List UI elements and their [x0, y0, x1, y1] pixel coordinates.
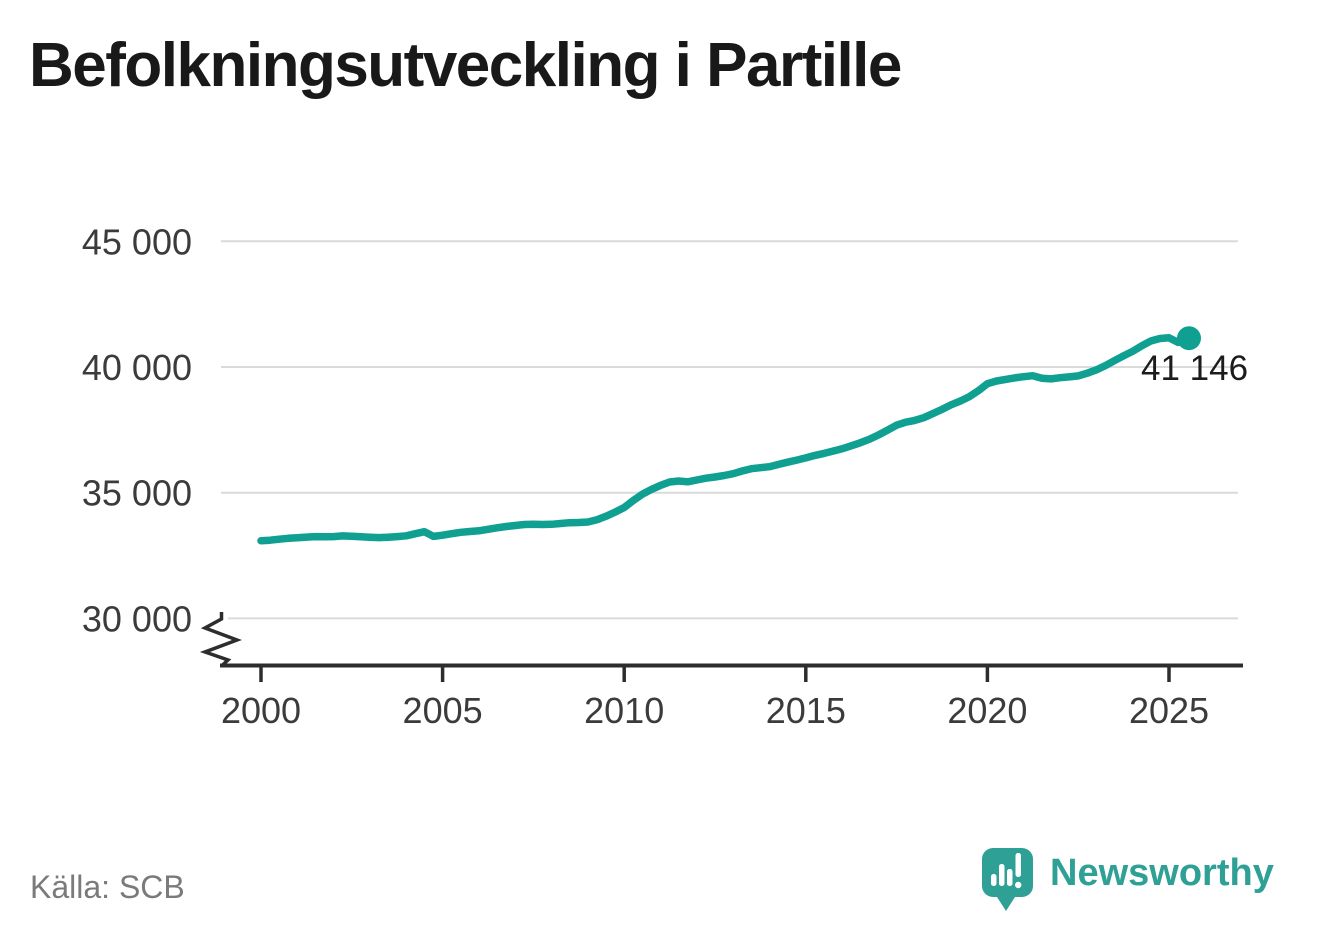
newsworthy-logo: Newsworthy — [981, 848, 1274, 912]
x-tick-label: 2000 — [221, 690, 301, 731]
y-tick-label: 35 000 — [82, 473, 192, 514]
x-tick-label: 2005 — [403, 690, 483, 731]
y-tick-label: 40 000 — [82, 347, 192, 388]
x-tick-label: 2020 — [947, 690, 1027, 731]
y-tick-label: 30 000 — [82, 598, 192, 639]
population-line — [257, 334, 1193, 545]
newsworthy-wordmark: Newsworthy — [1050, 852, 1274, 894]
x-tick-label: 2025 — [1129, 690, 1209, 731]
chart-title: Befolkningsutveckling i Partille — [29, 31, 902, 100]
latest-value-label: 41 146 — [1141, 349, 1248, 388]
x-tick-label: 2010 — [584, 690, 664, 731]
newsworthy-speech-bubble-chart-icon — [982, 848, 1033, 911]
latest-point-dot — [1177, 326, 1201, 351]
y-axis-break — [199, 612, 242, 668]
source-note: Källa: SCB — [30, 869, 185, 905]
y-tick-label: 45 000 — [82, 221, 192, 262]
x-tick-label: 2015 — [766, 690, 846, 731]
